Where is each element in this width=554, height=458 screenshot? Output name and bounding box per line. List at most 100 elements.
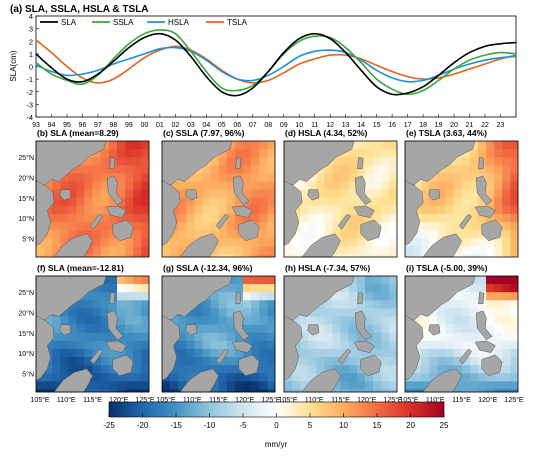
field-cell	[68, 324, 77, 333]
field-cell	[389, 230, 398, 239]
field-cell	[373, 300, 382, 309]
field-cell	[510, 308, 519, 317]
field-cell	[218, 316, 228, 325]
field-cell	[486, 189, 495, 198]
field-cell	[356, 197, 366, 207]
field-cell	[316, 197, 325, 207]
field-cell	[60, 205, 69, 215]
field-cell	[502, 308, 511, 317]
x-tick-label: 19	[435, 122, 443, 129]
x-tick-label: 23	[497, 122, 505, 129]
field-cell	[243, 141, 252, 150]
colorbar: -25 -20 -15 -10 -5 0 5 10 15 20 25 mm/yr	[103, 401, 449, 449]
field-cell	[453, 381, 462, 390]
field-cell	[510, 348, 519, 358]
field-cell	[202, 197, 211, 207]
field-cell	[218, 197, 228, 207]
field-cell	[133, 165, 142, 174]
land-mask	[161, 140, 260, 258]
field-cell	[429, 308, 438, 317]
field-cell	[381, 316, 390, 325]
field-cell	[348, 222, 358, 231]
y-tick-label: 0	[29, 63, 33, 72]
field-cell	[437, 213, 446, 223]
field-cell	[141, 324, 150, 333]
field-cell	[437, 230, 446, 239]
field-cell	[316, 173, 325, 182]
field-cell	[186, 373, 195, 382]
field-cell	[445, 340, 454, 350]
hainan-island	[307, 189, 320, 201]
field-cell	[92, 373, 102, 382]
field-cell	[234, 238, 244, 247]
field-cell	[453, 205, 462, 215]
field-cell	[477, 238, 487, 247]
field-cell	[324, 197, 333, 207]
legend: SLA SSLA HSLA TSLA	[40, 18, 248, 27]
field-cell	[202, 357, 211, 366]
field-cell	[259, 141, 268, 150]
field-cell	[461, 246, 471, 255]
field-cell	[60, 365, 69, 374]
field-cell	[292, 205, 301, 215]
field-cell	[218, 340, 228, 350]
field-cell	[170, 254, 179, 258]
field-cell	[178, 189, 187, 198]
field-cell	[300, 213, 309, 223]
field-cell	[210, 173, 219, 182]
field-cell	[117, 254, 126, 258]
field-cell	[76, 357, 85, 366]
field-cell	[461, 157, 471, 166]
field-cell	[413, 254, 422, 258]
field-cell	[332, 197, 341, 207]
land-mask	[161, 275, 260, 393]
field-cell	[365, 348, 374, 358]
field-cell	[178, 222, 187, 231]
field-cell	[44, 238, 53, 247]
field-cell	[210, 316, 219, 325]
indochina-landmass	[35, 179, 55, 246]
field-cell	[324, 332, 333, 342]
x-tick-label: 10	[295, 122, 303, 129]
field-cell	[100, 324, 110, 333]
field-cell	[117, 316, 126, 325]
field-cell	[300, 222, 309, 231]
field-cell	[92, 189, 102, 198]
borneo-landmass	[301, 368, 341, 393]
field-cell	[469, 308, 479, 317]
field-cell	[178, 348, 187, 358]
luzon-island	[106, 310, 124, 341]
field-cell	[92, 173, 102, 182]
field-cell	[267, 284, 276, 293]
borneo-landmass	[179, 368, 219, 393]
field-cell	[100, 292, 110, 301]
field-cell	[68, 348, 77, 358]
field-cell	[340, 381, 350, 390]
field-cell	[324, 308, 333, 317]
field-cell	[381, 254, 390, 258]
field-cell	[92, 238, 102, 247]
field-cell	[226, 340, 236, 350]
field-cell	[494, 141, 503, 150]
map-x-tick-label: 120°E	[478, 396, 497, 404]
field-cell	[52, 230, 61, 239]
field-cell	[68, 357, 77, 366]
field-cell	[84, 254, 93, 258]
field-cell	[324, 181, 333, 190]
colorbar-tick-label: -20	[137, 421, 149, 430]
field-cell	[461, 149, 471, 158]
field-cell	[348, 189, 358, 198]
field-cell	[445, 189, 454, 198]
field-cell	[125, 348, 134, 358]
field-cell	[92, 389, 102, 393]
map-frame	[161, 140, 276, 258]
map-x-tick-label: 110°E	[183, 396, 202, 404]
field-cell	[44, 316, 53, 325]
field-cell	[218, 173, 228, 182]
field-cell	[453, 165, 462, 174]
field-cell	[226, 324, 236, 333]
field-cell	[348, 373, 358, 382]
field-cell	[389, 189, 398, 198]
field-cell	[226, 157, 236, 166]
field-cell	[84, 292, 93, 301]
